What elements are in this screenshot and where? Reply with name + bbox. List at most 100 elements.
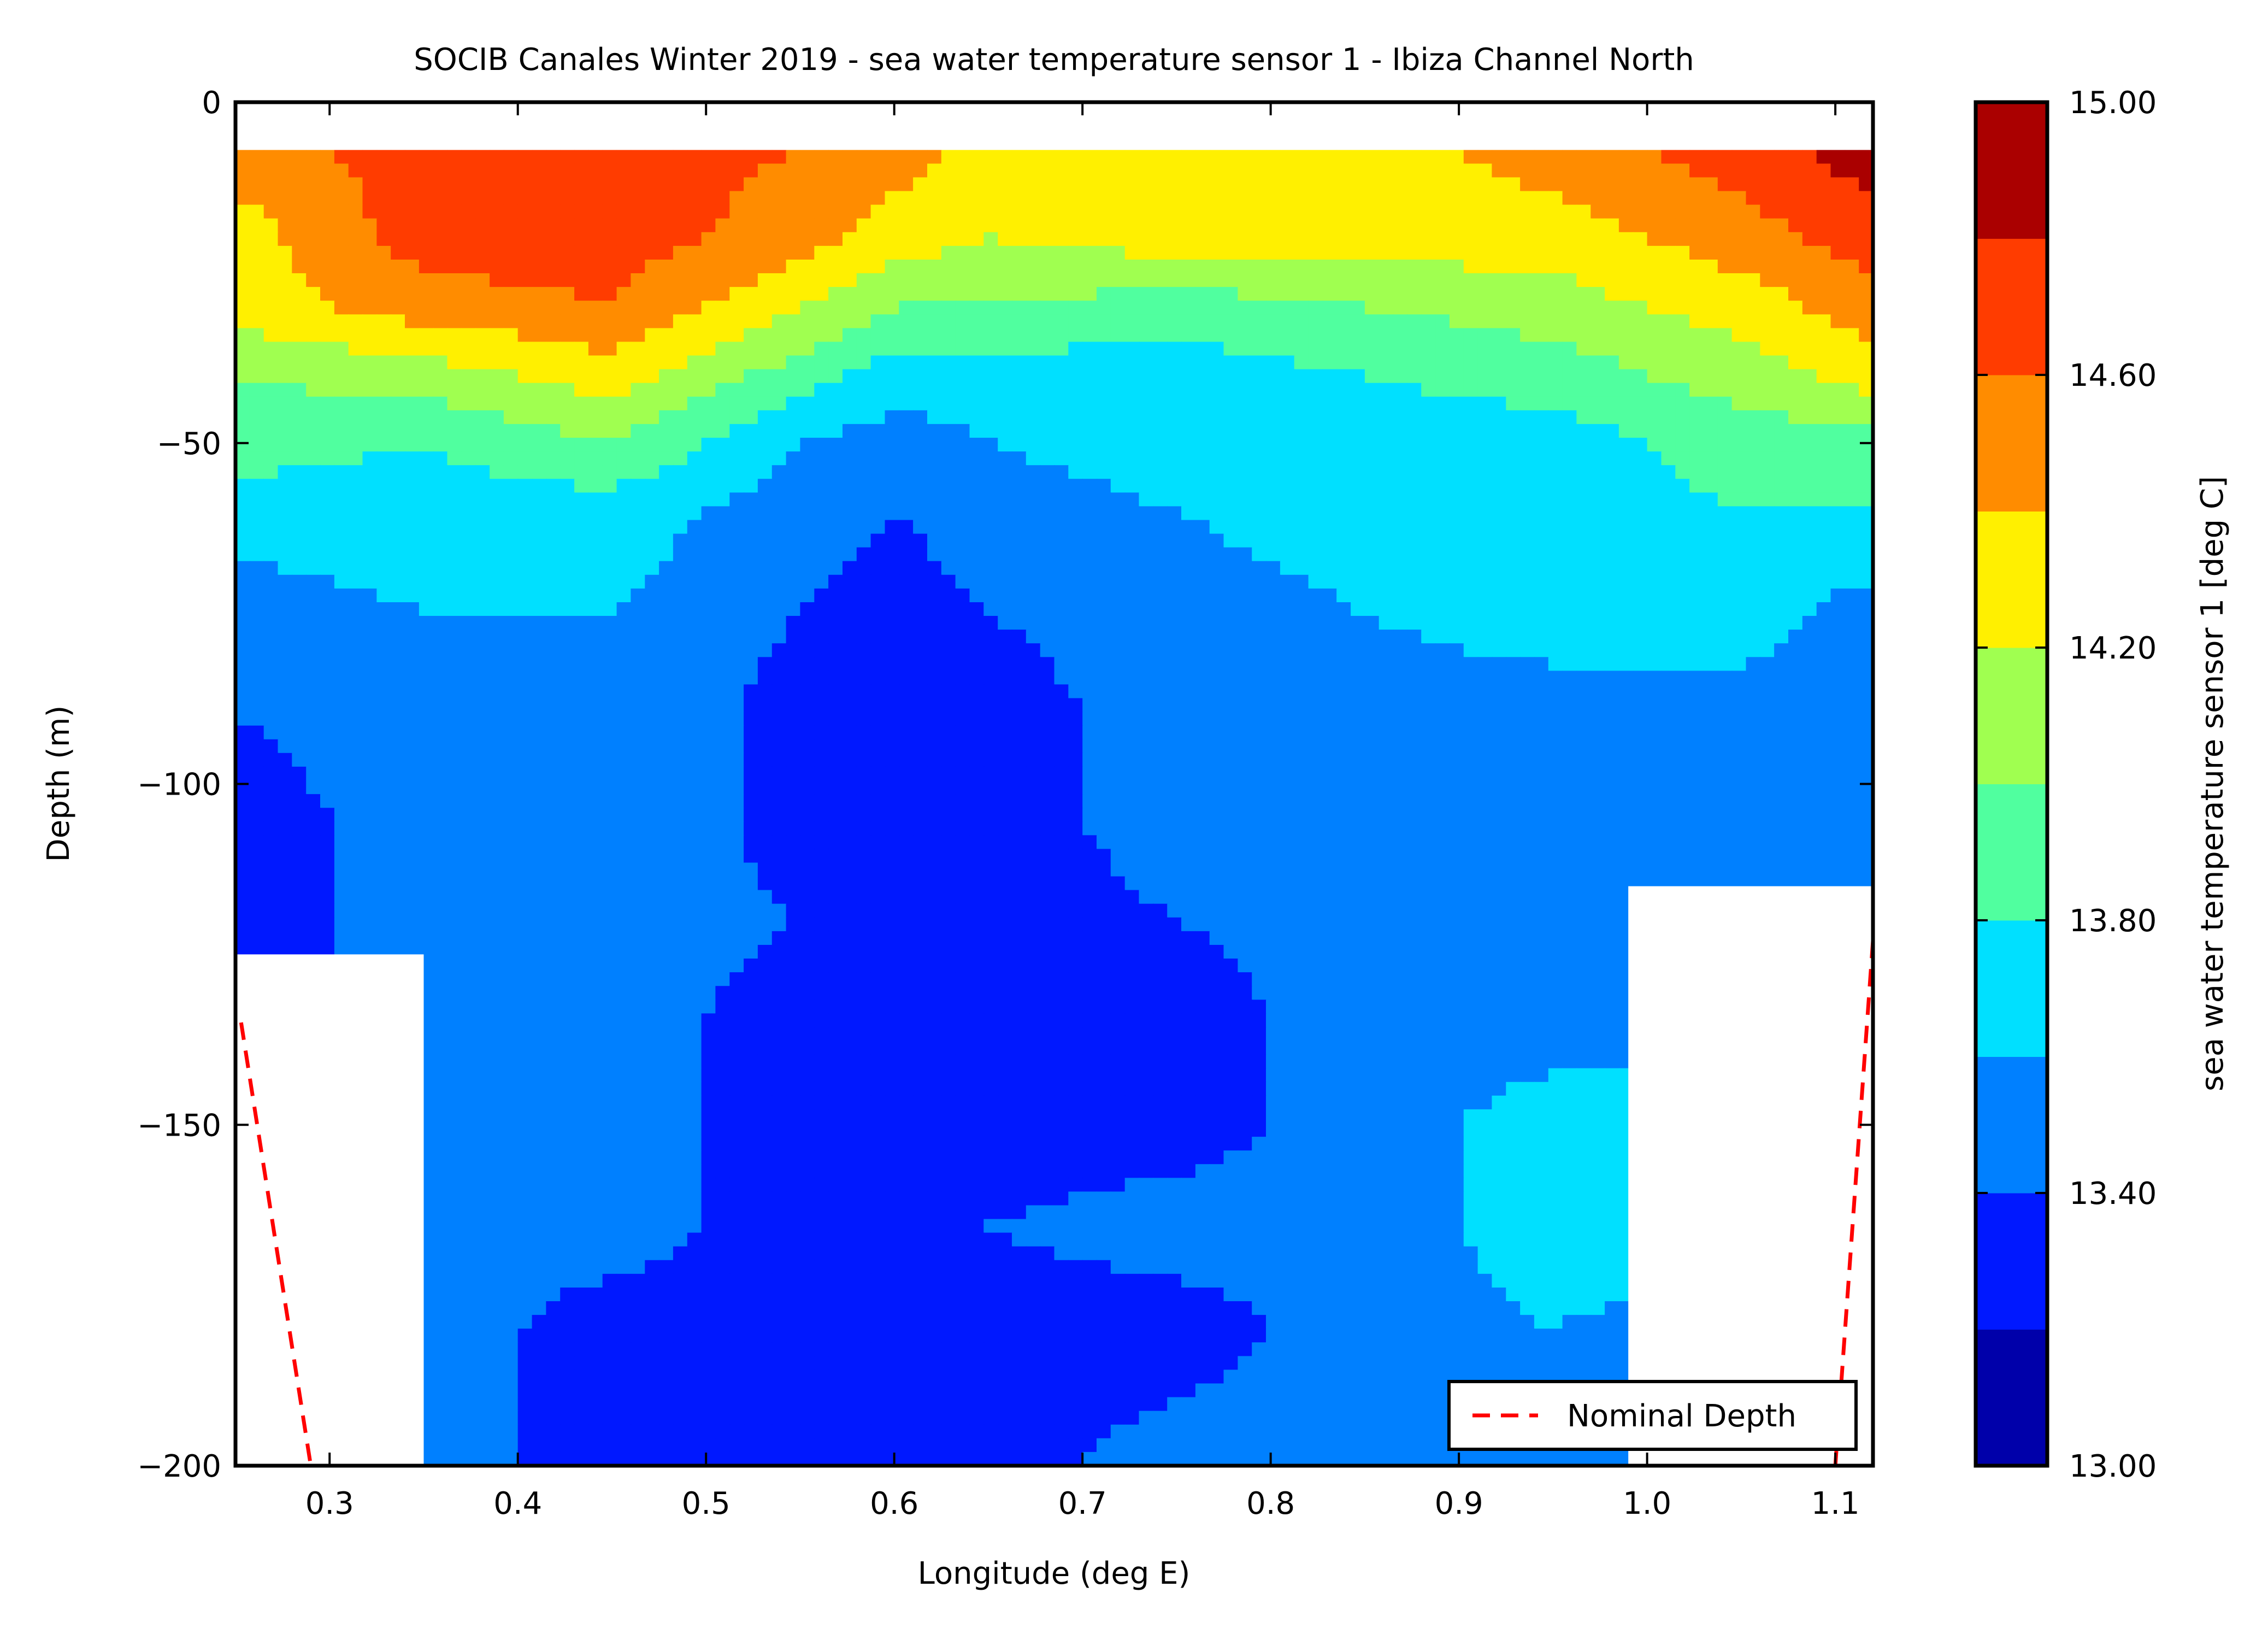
contour-cell xyxy=(1435,506,1450,521)
contour-cell xyxy=(1717,177,1733,192)
contour-cell xyxy=(856,547,871,562)
contour-cell xyxy=(532,301,547,315)
contour-cell xyxy=(757,260,773,274)
contour-cell xyxy=(1492,451,1507,466)
contour-cell xyxy=(969,657,985,672)
contour-cell xyxy=(1124,218,1140,233)
contour-cell xyxy=(1605,506,1619,521)
contour-cell xyxy=(1774,396,1789,411)
contour-cell xyxy=(1223,451,1239,466)
contour-cell xyxy=(1195,369,1210,384)
contour-cell xyxy=(1774,588,1789,603)
contour-cell xyxy=(278,177,293,192)
contour-cell xyxy=(941,561,956,575)
contour-cell xyxy=(1859,574,1873,589)
contour-cell xyxy=(800,725,815,740)
contour-cell xyxy=(1351,218,1365,233)
contour-cell xyxy=(1266,698,1281,713)
contour-cell xyxy=(1012,287,1027,302)
contour-cell xyxy=(941,616,956,631)
contour-cell xyxy=(673,712,688,726)
contour-cell xyxy=(659,479,674,493)
contour-cell xyxy=(1421,424,1436,438)
contour-cell xyxy=(1576,588,1592,603)
contour-cell xyxy=(278,506,293,521)
contour-cell xyxy=(1788,204,1803,219)
contour-cell xyxy=(1407,520,1422,534)
contour-cell xyxy=(1054,506,1069,521)
contour-cell xyxy=(1407,657,1422,672)
contour-cell xyxy=(348,739,363,754)
contour-cell xyxy=(320,301,335,315)
contour-cell xyxy=(602,725,617,740)
contour-cell xyxy=(1704,287,1718,302)
contour-cell xyxy=(771,232,787,246)
contour-cell xyxy=(1647,712,1662,726)
contour-cell xyxy=(1379,588,1394,603)
contour-cell xyxy=(1068,465,1083,480)
contour-cell xyxy=(1139,438,1154,452)
contour-cell xyxy=(249,630,264,644)
contour-cell xyxy=(744,602,758,617)
contour-cell xyxy=(517,547,533,562)
contour-cell xyxy=(955,287,970,302)
contour-cell xyxy=(1788,698,1803,713)
contour-cell xyxy=(1294,232,1309,246)
contour-cell xyxy=(715,725,731,740)
contour-cell xyxy=(1548,232,1563,246)
contour-cell xyxy=(1675,561,1690,575)
contour-cell xyxy=(814,396,829,411)
contour-cell xyxy=(574,260,589,274)
contour-cell xyxy=(1082,561,1097,575)
contour-cell xyxy=(955,725,970,740)
contour-cell xyxy=(517,533,533,548)
contour-cell xyxy=(560,204,575,219)
contour-cell xyxy=(1746,684,1761,699)
contour-cell xyxy=(856,355,871,370)
contour-cell xyxy=(1661,355,1676,370)
contour-cell xyxy=(1294,630,1309,644)
contour-cell xyxy=(1704,314,1718,329)
contour-cell xyxy=(1110,396,1126,411)
contour-cell xyxy=(1845,260,1860,274)
contour-cell xyxy=(899,561,914,575)
contour-cell xyxy=(941,492,956,507)
contour-cell xyxy=(532,588,547,603)
contour-cell xyxy=(1351,506,1365,521)
contour-cell xyxy=(1252,561,1266,575)
contour-cell xyxy=(362,204,378,219)
contour-cell xyxy=(1746,218,1761,233)
contour-cell xyxy=(461,218,476,233)
contour-cell xyxy=(1153,163,1168,178)
contour-cell xyxy=(532,657,547,672)
contour-cell xyxy=(1760,273,1775,288)
contour-cell xyxy=(899,301,914,315)
contour-cell xyxy=(1647,479,1662,493)
contour-cell xyxy=(1379,424,1394,438)
contour-cell xyxy=(1830,424,1846,438)
contour-cell xyxy=(532,396,547,411)
contour-cell xyxy=(588,643,603,658)
contour-cell xyxy=(292,657,307,672)
contour-cell xyxy=(1802,163,1817,178)
contour-cell xyxy=(969,287,985,302)
contour-cell xyxy=(955,163,970,178)
contour-cell xyxy=(701,245,716,260)
contour-cell xyxy=(856,479,871,493)
contour-cell xyxy=(1393,232,1408,246)
contour-cell xyxy=(1605,204,1619,219)
contour-cell xyxy=(659,273,674,288)
contour-cell xyxy=(1308,671,1323,685)
contour-cell xyxy=(306,739,321,754)
contour-cell xyxy=(461,204,476,219)
contour-cell xyxy=(870,657,886,672)
contour-cell xyxy=(800,643,815,658)
contour-cell xyxy=(1393,177,1408,192)
contour-cell xyxy=(1562,671,1577,685)
contour-cell xyxy=(1082,204,1097,219)
contour-cell xyxy=(1477,725,1493,740)
contour-cell xyxy=(588,355,603,370)
contour-cell xyxy=(1746,492,1761,507)
contour-cell xyxy=(574,657,589,672)
contour-cell xyxy=(602,561,617,575)
